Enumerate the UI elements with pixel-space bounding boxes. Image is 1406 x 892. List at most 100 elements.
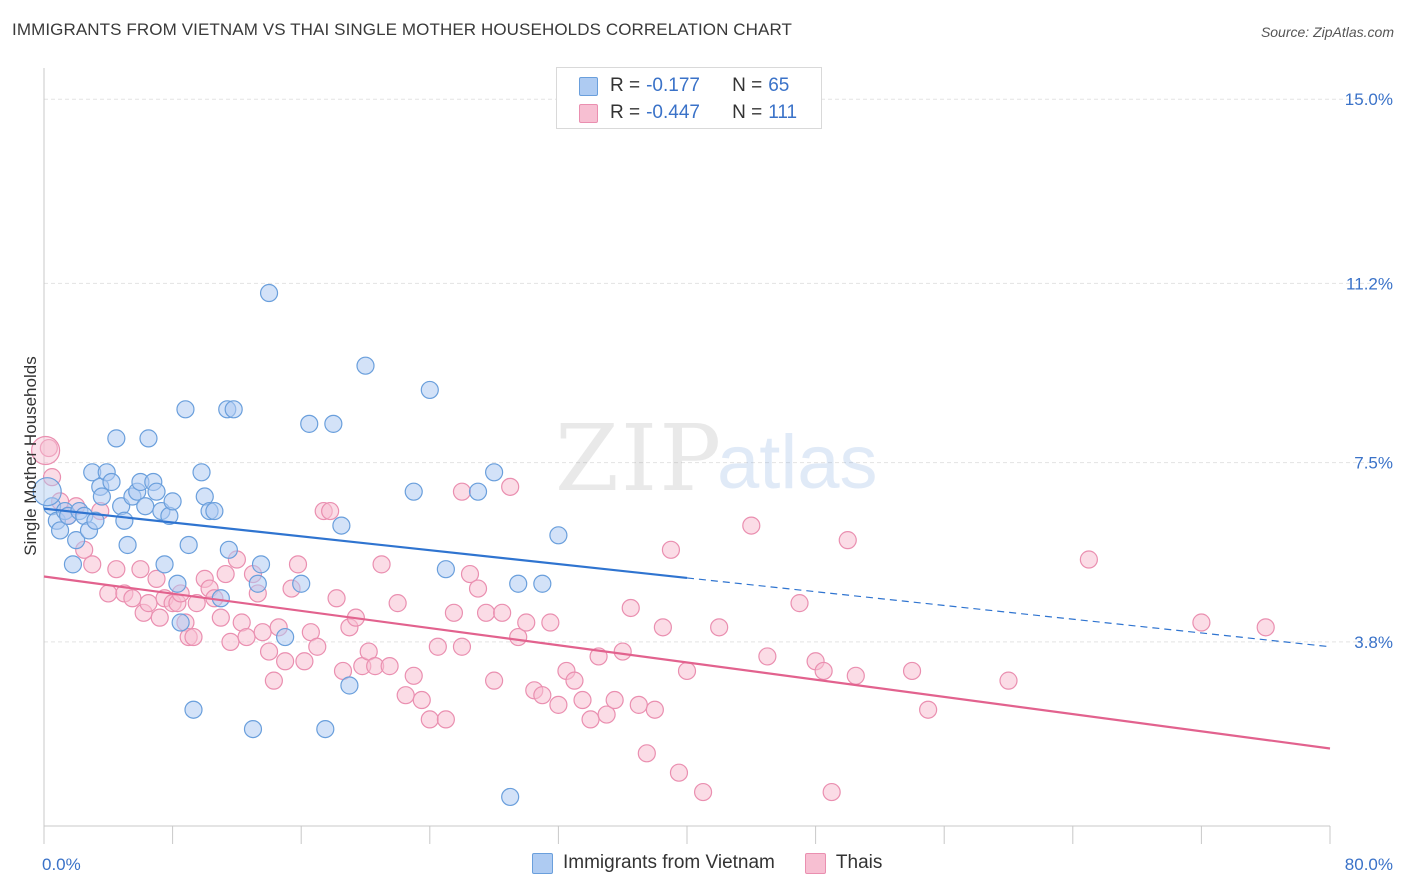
thai-point bbox=[846, 666, 865, 685]
legend-label-thai: Thais bbox=[835, 852, 883, 873]
thai-trend-line bbox=[43, 575, 1331, 750]
thai-point bbox=[814, 661, 833, 681]
thai-point bbox=[460, 564, 480, 584]
thai-point bbox=[693, 782, 713, 802]
thai-point bbox=[276, 652, 295, 671]
thai-point bbox=[211, 608, 230, 627]
r-value: -0.447 bbox=[646, 102, 700, 123]
thai-point bbox=[31, 435, 61, 466]
thai-point bbox=[533, 686, 552, 705]
thai-point bbox=[388, 594, 407, 613]
legend-label-vietnam: Immigrants from Vietnam bbox=[563, 852, 775, 873]
vietnam-point bbox=[176, 400, 195, 419]
thai-point bbox=[661, 540, 681, 559]
vietnam-point bbox=[501, 787, 520, 807]
thai-point bbox=[107, 560, 126, 579]
x-tick-label: 0.0% bbox=[42, 855, 81, 874]
thai-point bbox=[573, 690, 592, 710]
thai-point bbox=[1192, 613, 1211, 632]
thai-point bbox=[412, 690, 431, 710]
thai-point bbox=[493, 603, 512, 622]
vietnam-trend-line bbox=[43, 507, 688, 580]
tick-labels: 3.8% 7.5% 11.2% 15.0% 0.0% 80.0% bbox=[42, 90, 1393, 874]
vietnam-point bbox=[259, 283, 279, 303]
thai-point bbox=[710, 618, 729, 637]
thai-point bbox=[131, 560, 150, 579]
thai-point bbox=[123, 589, 142, 608]
thai-point bbox=[790, 594, 809, 613]
r-label: R = bbox=[610, 102, 641, 123]
thai-point bbox=[581, 710, 600, 729]
n-value: 111 bbox=[768, 102, 798, 123]
vietnam-swatch bbox=[579, 76, 598, 96]
vietnam-point bbox=[332, 516, 351, 535]
thai-point bbox=[902, 661, 922, 681]
vietnam-point bbox=[340, 676, 359, 695]
thai-point bbox=[452, 637, 472, 656]
thai-point bbox=[669, 763, 689, 782]
thai-point bbox=[485, 671, 504, 690]
source-credit: Source: ZipAtlas.com bbox=[1260, 24, 1394, 40]
thai-point bbox=[565, 671, 584, 690]
thai-point bbox=[549, 695, 568, 714]
thai-point bbox=[677, 661, 697, 681]
vietnam-point bbox=[316, 719, 335, 739]
thai-point bbox=[476, 603, 496, 622]
thai-point bbox=[444, 603, 464, 622]
thai-point bbox=[216, 564, 235, 584]
y-tick-label: 15.0% bbox=[1345, 90, 1393, 109]
thai-point bbox=[147, 569, 166, 588]
thai-point bbox=[259, 642, 279, 661]
vietnam-point bbox=[251, 555, 271, 574]
thai-point bbox=[184, 627, 203, 647]
thai-point bbox=[288, 555, 308, 574]
vietnam-point bbox=[300, 414, 319, 433]
thai-point bbox=[541, 613, 560, 632]
vietnam-point bbox=[248, 574, 267, 593]
thai-point bbox=[187, 594, 206, 613]
vietnam-point bbox=[533, 574, 552, 593]
legend-row-vietnam: R = -0.177 N = 65 bbox=[579, 74, 789, 98]
thai-point bbox=[264, 671, 283, 690]
vietnam-point bbox=[179, 535, 198, 555]
y-tick-label: 7.5% bbox=[1354, 454, 1393, 473]
y-axis-label: Single Mother Households bbox=[21, 356, 40, 555]
vietnam-point bbox=[205, 501, 224, 521]
thai-point bbox=[99, 584, 118, 603]
thai-point bbox=[396, 686, 415, 705]
vietnam-point bbox=[324, 414, 343, 433]
vietnam-point bbox=[115, 511, 134, 530]
vietnam-point bbox=[468, 482, 488, 501]
vietnam-point bbox=[356, 356, 375, 375]
vietnam-point bbox=[219, 540, 238, 559]
legend-row-thai: R = -0.447 N = 111 bbox=[579, 101, 797, 125]
trend-lines bbox=[43, 507, 1331, 750]
chart-title: IMMIGRANTS FROM VIETNAM VS THAI SINGLE M… bbox=[12, 20, 793, 39]
vietnam-point bbox=[224, 400, 243, 419]
thai-point bbox=[629, 695, 648, 714]
legend-item-thai: Thais bbox=[804, 852, 883, 874]
vietnam-point bbox=[404, 482, 423, 501]
thai-point bbox=[597, 705, 616, 724]
vietnam-swatch bbox=[532, 852, 553, 874]
vietnam-point bbox=[63, 555, 83, 574]
vietnam-point bbox=[436, 560, 455, 579]
thai-point bbox=[380, 657, 399, 676]
thai-point bbox=[420, 710, 439, 729]
thai-point bbox=[221, 632, 240, 651]
vietnam-trend-extension bbox=[686, 577, 1331, 648]
vietnam-point bbox=[107, 429, 126, 448]
thai-point bbox=[1079, 550, 1098, 569]
watermark-zip: ZIP bbox=[555, 405, 723, 512]
thai-point bbox=[372, 555, 391, 574]
thai-point bbox=[139, 594, 158, 613]
thai-point bbox=[253, 623, 272, 642]
thai-point bbox=[468, 579, 488, 598]
vietnam-point bbox=[86, 511, 105, 530]
thai-point bbox=[237, 627, 256, 647]
watermark-atlas: atlas bbox=[717, 420, 878, 505]
vietnam-point bbox=[192, 463, 211, 482]
vietnam-point bbox=[50, 521, 70, 540]
vietnam-point bbox=[509, 574, 528, 593]
vietnam-point bbox=[171, 613, 190, 632]
